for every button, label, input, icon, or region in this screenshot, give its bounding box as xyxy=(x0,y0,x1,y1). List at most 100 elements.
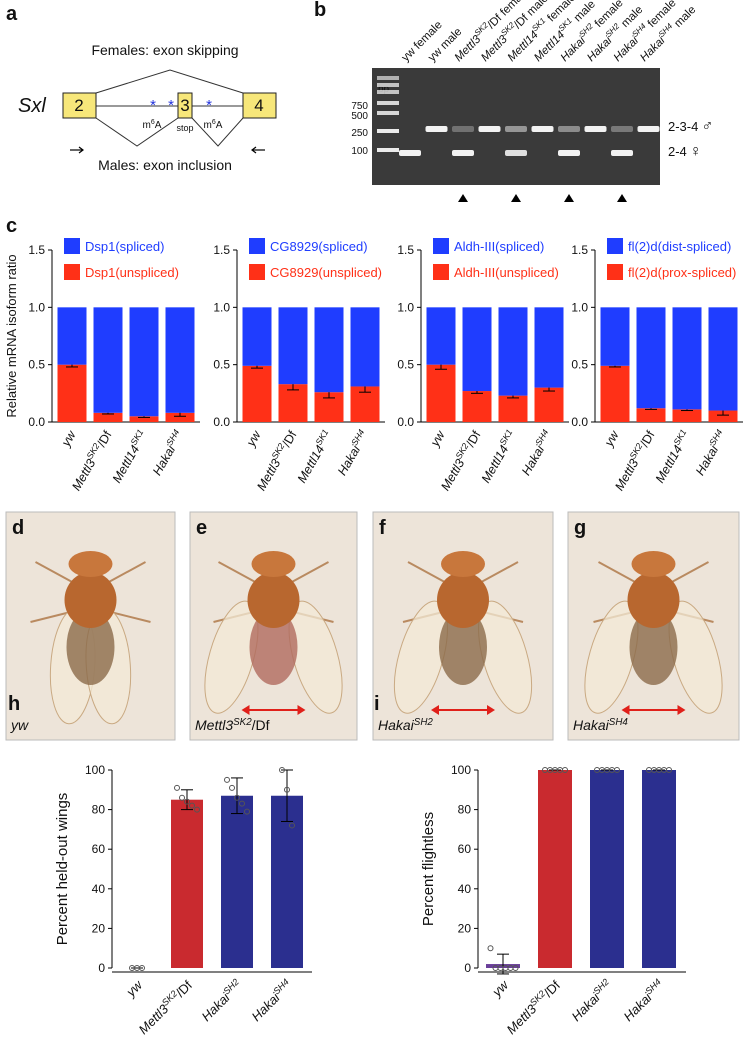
ladder-band xyxy=(377,90,399,94)
primers xyxy=(70,146,265,154)
label-part: Mettl3 xyxy=(254,457,283,494)
label-part: 2-3-4 xyxy=(668,119,698,134)
bar-segment xyxy=(93,307,123,413)
legend-swatch xyxy=(433,264,449,280)
bar-segment xyxy=(462,307,492,392)
ladder-label: 100 xyxy=(351,146,368,157)
label-part: 2-4 xyxy=(668,144,687,159)
y-tick-label: 1.5 xyxy=(213,243,230,257)
exon-label: 4 xyxy=(254,96,263,115)
primer xyxy=(251,146,257,154)
label-part: SH4 xyxy=(271,977,291,997)
bar-segment xyxy=(165,412,195,422)
genotype-label: HakaiSH2 xyxy=(568,977,615,1024)
genotype-label: Mettl14SK1 xyxy=(293,427,336,485)
y-tick-label: 0.5 xyxy=(397,358,414,372)
ladder-band xyxy=(377,101,399,105)
label-part: Hakai xyxy=(585,35,615,65)
fly-head xyxy=(441,551,485,577)
arrowhead xyxy=(617,194,627,202)
ladder-label: 250 xyxy=(351,128,368,139)
y-tick-label: 1.5 xyxy=(28,243,45,257)
diagram-bottom: Males: exon inclusion xyxy=(98,157,232,173)
star: * xyxy=(168,97,174,114)
bar-segment xyxy=(636,307,666,409)
data-point xyxy=(194,806,200,813)
gel-band xyxy=(425,126,448,132)
include-line xyxy=(191,117,244,147)
y-tick-label: 1.5 xyxy=(571,243,588,257)
bar-segment xyxy=(672,409,702,422)
genotype-label: HakaiSH4 xyxy=(248,977,295,1024)
fly-abdomen xyxy=(439,609,487,685)
legend-label: Dsp1(unspliced) xyxy=(85,265,179,280)
legend-swatch xyxy=(249,238,265,254)
gene-name: Sxl xyxy=(18,95,46,117)
label-part: Mettl3 xyxy=(438,457,467,494)
genotype-label: HakaiSH4 xyxy=(573,717,628,733)
genotype-label: HakaiSH2 xyxy=(198,977,245,1024)
label-part: yw xyxy=(243,428,264,450)
exon xyxy=(62,92,97,119)
data-point xyxy=(614,767,620,773)
label-part: SH4 xyxy=(609,717,629,728)
data-point xyxy=(289,822,295,829)
star: * xyxy=(206,97,212,114)
label-part: Mettl14 xyxy=(110,443,143,486)
label-part: SK1 xyxy=(313,427,330,446)
data-point xyxy=(139,965,145,971)
legend-swatch xyxy=(607,238,623,254)
bar-segment xyxy=(462,391,492,422)
gel-band xyxy=(558,126,580,132)
data-point xyxy=(179,794,185,801)
label-part: yw xyxy=(58,428,79,450)
gel-band xyxy=(611,126,633,132)
label-part: Mettl14 xyxy=(479,443,512,486)
genotype-label: Mettl3SK2/Df xyxy=(195,717,270,733)
label-part: SK1 xyxy=(497,427,514,446)
gel-band xyxy=(399,150,421,156)
genotype-label: HakaiSH4 xyxy=(517,427,555,478)
legend-label: fl(2)d(dist-spliced) xyxy=(628,239,731,254)
genotype-label: yw xyxy=(123,976,147,1000)
y-tick-label: 0.0 xyxy=(571,415,588,429)
data-point xyxy=(184,798,190,805)
y-tick-label: 100 xyxy=(451,763,471,777)
panel-label: a xyxy=(6,3,18,25)
genotype-label: yw xyxy=(427,428,448,450)
label-part: 6 xyxy=(151,119,155,126)
skip-line xyxy=(95,69,244,94)
legend-swatch xyxy=(433,238,449,254)
y-tick-label: 1.0 xyxy=(213,300,230,314)
gel-band xyxy=(558,150,580,156)
arrowhead xyxy=(458,194,468,202)
bar-segment xyxy=(93,412,123,422)
y-tick-label: 100 xyxy=(85,763,105,777)
label-part: SK1 xyxy=(671,427,688,446)
bar xyxy=(590,770,624,968)
label-part: ♀ xyxy=(690,143,702,160)
label-part: SH2 xyxy=(591,977,611,997)
label-part: Hakai xyxy=(378,717,415,733)
stars: * * * xyxy=(150,97,212,114)
data-point xyxy=(244,808,250,815)
exons xyxy=(62,92,277,119)
y-tick-label: 80 xyxy=(92,803,106,817)
label-part: yw xyxy=(601,428,622,450)
bar-segment xyxy=(242,307,272,366)
label-part: m xyxy=(204,120,212,131)
ladder-label: 500 xyxy=(351,111,368,122)
bar-segment xyxy=(426,364,456,422)
genotype-label: HakaiSH4 xyxy=(333,427,371,478)
data-point xyxy=(239,800,245,807)
legend-swatch xyxy=(64,264,80,280)
bar-segment xyxy=(708,307,738,411)
data-point xyxy=(234,794,240,801)
fly-abdomen xyxy=(629,609,678,685)
label-part: SK1 xyxy=(128,427,145,446)
exon-label: 2 xyxy=(74,96,83,115)
y-tick-label: 0.0 xyxy=(213,415,230,429)
arrowhead xyxy=(621,705,686,715)
bar xyxy=(642,770,676,968)
genotype-label: yw xyxy=(601,428,622,450)
